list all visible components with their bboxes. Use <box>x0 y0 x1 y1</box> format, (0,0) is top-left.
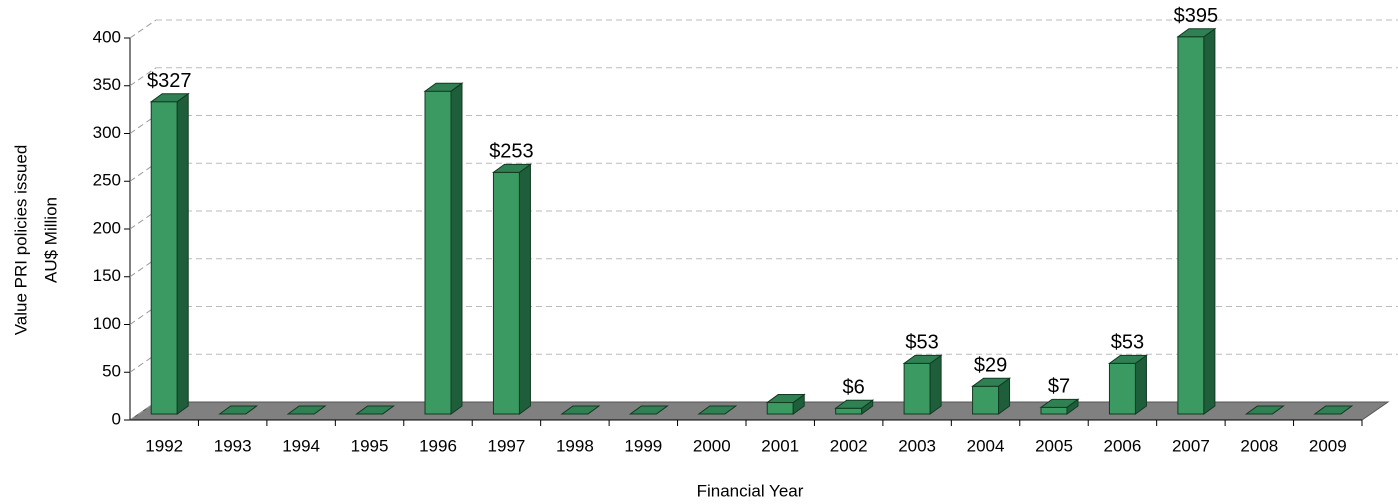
y-tick-label: 100 <box>93 314 121 333</box>
bar-top <box>560 405 601 415</box>
wall-tick <box>129 401 157 421</box>
value-label: $395 <box>1174 5 1219 27</box>
bar-side <box>450 82 463 415</box>
bar <box>150 101 178 415</box>
y-axis-title: AU$ Million <box>41 197 60 283</box>
wall-tick <box>129 258 157 278</box>
bar-top <box>1313 405 1354 415</box>
bar-top <box>697 405 738 415</box>
y-tick-label: 0 <box>112 409 121 428</box>
x-tick-label: 1998 <box>556 436 594 455</box>
bar-side <box>176 92 189 415</box>
wall-tick <box>129 67 157 87</box>
bar-top <box>1107 354 1148 364</box>
x-tick-label: 1995 <box>351 436 389 455</box>
x-tick-label: 2006 <box>1104 436 1142 455</box>
value-label: $29 <box>974 355 1007 377</box>
bar-top <box>149 93 190 103</box>
wall-tick <box>129 115 157 134</box>
y-tick-label: 300 <box>93 123 121 142</box>
x-tick-label: 2008 <box>1240 436 1278 455</box>
y-tick-label: 150 <box>93 266 121 285</box>
y-tick-label: 200 <box>93 218 121 237</box>
x-tick-label: 2007 <box>1172 436 1210 455</box>
bar-top <box>1039 398 1080 408</box>
x-axis-title: Financial Year <box>697 481 804 500</box>
bar-top <box>1244 405 1285 415</box>
x-tick-label: 1997 <box>488 436 526 455</box>
bar <box>492 171 520 415</box>
bar <box>1177 36 1205 415</box>
value-label: $6 <box>843 377 865 399</box>
x-tick-label: 1996 <box>419 436 457 455</box>
bar-top <box>355 405 396 415</box>
wall-tick <box>129 162 157 182</box>
bar <box>766 402 794 415</box>
x-tick-label: 2005 <box>1035 436 1073 455</box>
bar-side <box>1134 354 1147 415</box>
bar-top <box>423 82 464 92</box>
wall-tick <box>129 353 157 373</box>
y-axis-title: Value PRI policies issued <box>11 145 30 336</box>
bar <box>835 407 863 415</box>
y-tick-label: 400 <box>93 27 121 46</box>
bar-top <box>1176 28 1217 38</box>
wall-tick <box>129 306 157 325</box>
bar <box>972 385 1000 415</box>
x-tick-label: 2001 <box>761 436 799 455</box>
bar-side <box>1203 27 1216 415</box>
value-label: $53 <box>905 332 938 354</box>
x-tick-label: 1994 <box>282 436 320 455</box>
bar-top <box>765 394 806 404</box>
bar-side <box>518 163 531 415</box>
bar-top <box>902 354 943 364</box>
wall-tick <box>129 210 157 230</box>
x-tick-label: 2009 <box>1309 436 1347 455</box>
value-label: $253 <box>489 141 534 163</box>
value-label: $7 <box>1048 376 1070 398</box>
x-tick-label: 2000 <box>693 436 731 455</box>
bar <box>1040 406 1068 415</box>
bar-top <box>491 163 532 173</box>
x-tick-label: 2004 <box>967 436 1005 455</box>
y-tick-label: 250 <box>93 171 121 190</box>
x-tick-label: 1992 <box>145 436 183 455</box>
bar <box>1108 362 1136 415</box>
value-label: $53 <box>1111 332 1144 354</box>
bar-side <box>929 354 942 415</box>
y-tick-label: 350 <box>93 75 121 94</box>
bar <box>424 90 452 415</box>
bar-top <box>834 399 875 409</box>
bar-top <box>286 405 327 415</box>
bar-top <box>218 405 259 415</box>
bar <box>903 362 931 415</box>
x-tick-label: 1993 <box>214 436 252 455</box>
x-tick-label: 2002 <box>830 436 868 455</box>
value-label: $327 <box>147 70 192 92</box>
wall-tick <box>129 19 157 39</box>
y-tick-label: 50 <box>102 362 121 381</box>
x-tick-label: 1999 <box>624 436 662 455</box>
bar-top <box>628 405 669 415</box>
bar-top <box>971 377 1012 387</box>
x-tick-label: 2003 <box>898 436 936 455</box>
